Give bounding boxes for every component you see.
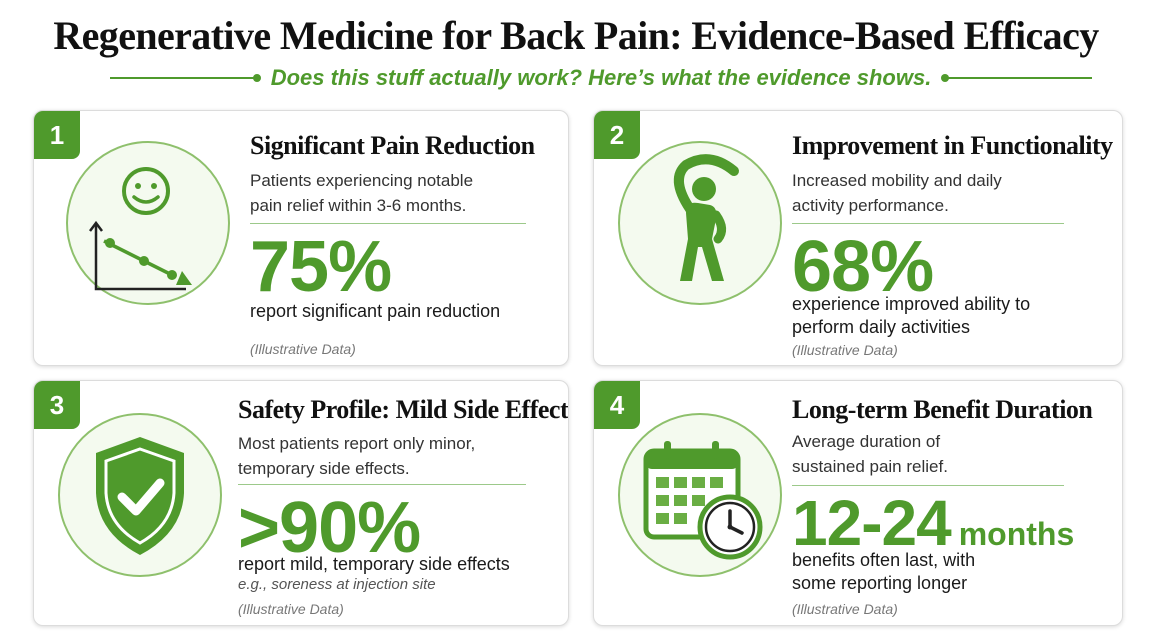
stat-unit: months [958, 516, 1075, 552]
description-line: Patients experiencing notable [250, 171, 474, 190]
stat-value: 75% [250, 227, 392, 307]
shield-check-icon [58, 413, 222, 577]
stretching-person-icon [618, 141, 782, 305]
page-subtitle: Does this stuff actually work? Here’s wh… [270, 65, 932, 90]
calendar-clock-icon [618, 413, 782, 577]
card-divider [792, 223, 1064, 224]
card-title: Long-term Benefit Duration [792, 395, 1093, 424]
illustrative-data-note: (Illustrative Data) [792, 601, 898, 617]
subtitle-row: Does this stuff actually work? Here’s wh… [110, 62, 1092, 94]
stat-description: report mild, temporary side effects [238, 553, 510, 576]
description-line: Increased mobility and daily [792, 171, 1002, 190]
card-number-badge: 1 [34, 111, 80, 159]
stat-line: some reporting longer [792, 573, 968, 593]
stat-line: report mild, temporary side effects [238, 554, 510, 574]
description-line: temporary side effects. [238, 459, 410, 478]
card-number-badge: 2 [594, 111, 640, 159]
card-duration: 4 Long-term Benefit [593, 380, 1123, 626]
description-line: sustained pain relief. [792, 457, 948, 476]
stat-value: 12-24 months [792, 491, 1074, 555]
stat-description: report significant pain reduction [250, 300, 500, 323]
stat-line: report significant pain reduction [250, 301, 501, 321]
stat-value: >90% [238, 488, 421, 568]
card-number-badge: 4 [594, 381, 640, 429]
card-pain-reduction: 1 Significant Pain Reduction Patients ex… [33, 110, 569, 366]
stat-number: 12-24 [792, 487, 952, 559]
description-line: pain relief within 3-6 months. [250, 196, 467, 215]
card-description: Patients experiencing notable pain relie… [250, 168, 473, 218]
card-title: Improvement in Functionality [792, 131, 1113, 160]
card-title: Significant Pain Reduction [250, 131, 535, 160]
card-divider [238, 484, 526, 485]
illustrative-data-note: (Illustrative Data) [250, 341, 356, 357]
stat-example: e.g., soreness at injection site [238, 576, 436, 593]
illustrative-data-note: (Illustrative Data) [792, 342, 898, 358]
illustrative-data-note: (Illustrative Data) [238, 601, 344, 617]
description-line: Most patients report only minor, [238, 434, 476, 453]
card-title: Safety Profile: Mild Side Effects [238, 395, 569, 424]
card-number-badge: 3 [34, 381, 80, 429]
card-functionality: 2 Improvement in Functionality Increased… [593, 110, 1123, 366]
card-divider [250, 223, 526, 224]
smiley-chart-icon [66, 141, 230, 305]
description-line: Average duration of [792, 432, 941, 451]
stat-line: experience improved ability to [792, 294, 1031, 314]
stat-value: 68% [792, 227, 934, 307]
stat-description: experience improved ability to perform d… [792, 293, 1030, 339]
card-description: Average duration of sustained pain relie… [792, 429, 948, 479]
stat-description: benefits often last, with some reporting… [792, 549, 975, 595]
subtitle-divider-left [110, 74, 261, 82]
stat-line: benefits often last, with [792, 550, 976, 570]
card-description: Most patients report only minor, tempora… [238, 431, 475, 481]
page-title: Regenerative Medicine for Back Pain: Evi… [53, 13, 1099, 58]
description-line: activity performance. [792, 196, 949, 215]
subtitle-divider-right [941, 74, 1092, 82]
card-safety: 3 Safety Profile: Mild Side Effects Most… [33, 380, 569, 626]
card-description: Increased mobility and daily activity pe… [792, 168, 1002, 218]
stat-line: perform daily activities [792, 317, 971, 337]
card-divider [792, 485, 1064, 486]
